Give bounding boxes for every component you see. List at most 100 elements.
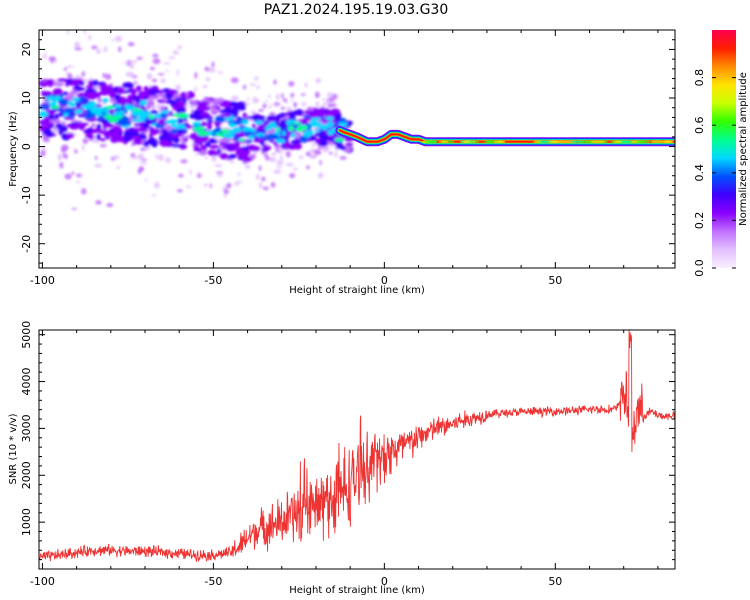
- weak-energy-blob: [74, 148, 78, 154]
- weak-energy-blob: [263, 153, 269, 158]
- energy-blob: [62, 91, 69, 96]
- weak-energy-blob: [125, 72, 131, 77]
- energy-blob: [315, 114, 325, 118]
- energy-blob: [143, 123, 150, 130]
- weak-energy-blob: [111, 38, 115, 42]
- weak-energy-blob: [130, 153, 136, 158]
- weak-energy-blob: [285, 150, 291, 158]
- energy-core: [95, 112, 104, 117]
- energy-blob: [71, 89, 78, 96]
- energy-core: [309, 121, 319, 126]
- energy-core: [160, 110, 170, 114]
- energy-blob: [203, 116, 214, 120]
- energy-blob: [288, 145, 297, 150]
- weak-energy-blob: [258, 108, 264, 113]
- energy-blob: [133, 123, 144, 127]
- weak-energy-blob: [178, 173, 184, 178]
- energy-blob: [170, 129, 179, 134]
- energy-blob: [43, 116, 49, 122]
- colorbar-label: Normalized spectral amplitude: [738, 72, 749, 226]
- energy-blob: [175, 109, 182, 114]
- energy-blob: [148, 96, 158, 100]
- weak-energy-blob: [177, 45, 182, 50]
- energy-core: [275, 127, 280, 132]
- energy-core: [325, 124, 332, 128]
- energy-blob: [232, 135, 240, 141]
- weak-energy-blob: [282, 98, 288, 102]
- energy-blob: [235, 148, 245, 156]
- energy-blob: [242, 157, 253, 162]
- energy-core: [287, 125, 295, 132]
- weak-energy-blob: [185, 120, 188, 124]
- weak-energy-blob: [209, 183, 212, 189]
- weak-energy-blob: [83, 30, 87, 35]
- band-texture: [570, 140, 585, 143]
- weak-energy-blob: [231, 160, 234, 164]
- energy-blob: [275, 114, 280, 122]
- energy-blob: [123, 135, 132, 142]
- energy-blob: [110, 136, 119, 143]
- weak-energy-blob: [91, 45, 98, 50]
- weak-energy-blob: [271, 152, 277, 156]
- weak-energy-blob: [281, 106, 284, 109]
- spectrogram-x-ticks: -100 -50 0 50: [30, 30, 659, 287]
- weak-energy-blob: [194, 72, 198, 79]
- energy-blob: [42, 128, 53, 136]
- weak-energy-blob: [205, 77, 211, 82]
- energy-blob: [233, 102, 243, 109]
- energy-core: [53, 95, 62, 101]
- energy-core: [266, 123, 278, 129]
- weak-energy-blob: [123, 61, 131, 65]
- energy-blob: [219, 117, 225, 123]
- weak-energy-blob: [334, 151, 338, 158]
- energy-core: [154, 114, 162, 119]
- energy-blob: [265, 135, 272, 141]
- energy-blob: [52, 88, 63, 96]
- energy-blob: [314, 132, 320, 137]
- weak-energy-blob: [322, 102, 327, 107]
- weak-energy-blob: [216, 173, 223, 178]
- energy-core: [45, 96, 57, 101]
- energy-core: [69, 102, 76, 107]
- energy-blob: [345, 142, 354, 147]
- weak-energy-blob: [74, 47, 83, 51]
- energy-blob: [219, 152, 228, 160]
- weak-energy-blob: [256, 85, 260, 90]
- energy-core: [192, 121, 202, 126]
- energy-blob: [79, 87, 86, 91]
- weak-energy-blob: [230, 77, 239, 84]
- weak-energy-blob: [117, 46, 122, 53]
- energy-core: [151, 123, 157, 127]
- energy-blob: [78, 81, 85, 86]
- energy-blob: [54, 83, 64, 87]
- weak-energy-blob: [319, 160, 322, 166]
- energy-core: [113, 104, 122, 109]
- weak-energy-blob: [231, 95, 239, 101]
- weak-energy-blob: [326, 92, 334, 98]
- energy-blob: [148, 126, 154, 131]
- weak-energy-blob: [276, 160, 284, 166]
- energy-blob: [92, 79, 99, 87]
- energy-blob: [103, 85, 114, 93]
- energy-core: [250, 128, 257, 133]
- energy-core: [105, 111, 110, 116]
- energy-core: [237, 138, 246, 142]
- weak-energy-blob: [223, 189, 229, 195]
- colorbar: 0.0 0.2 0.4 0.6 0.8 Normalized spectral ampl…: [693, 30, 749, 277]
- energy-core: [223, 133, 235, 139]
- weak-energy-blob: [66, 65, 74, 68]
- weak-energy-blob: [204, 66, 210, 72]
- snr-panel: -100 -50 0 50 1000 2000 3000 4000 5000 Height o…: [8, 321, 676, 596]
- weak-energy-blob: [255, 174, 260, 180]
- snr-frame: [38, 329, 676, 570]
- weak-energy-blob: [203, 183, 209, 187]
- weak-energy-blob: [90, 123, 97, 128]
- weak-energy-blob: [235, 180, 243, 184]
- energy-blob: [132, 127, 139, 132]
- weak-energy-blob: [165, 157, 171, 164]
- energy-blob: [310, 134, 317, 140]
- weak-energy-blob: [102, 73, 106, 78]
- x-tick-label: 50: [548, 575, 562, 588]
- energy-blob: [207, 122, 212, 130]
- weak-energy-blob: [61, 144, 69, 152]
